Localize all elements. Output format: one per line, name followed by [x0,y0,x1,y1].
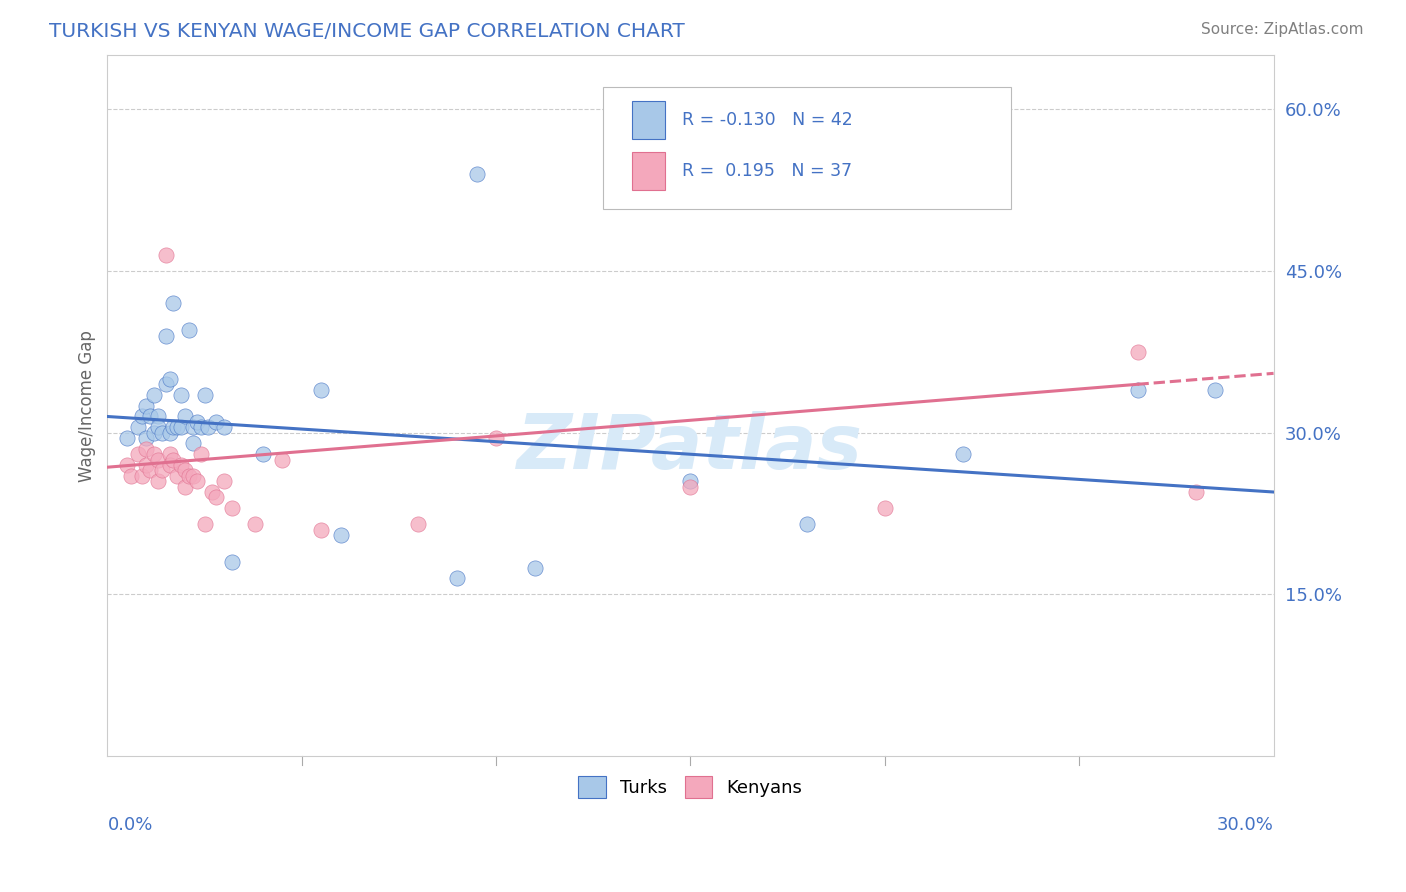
Legend: Turks, Kenyans: Turks, Kenyans [569,767,811,807]
Point [174,480,197,494]
Point [221,555,243,569]
Point [190,420,212,434]
Point [271,452,294,467]
Point [193,388,215,402]
Point [309,523,332,537]
Point [155,328,177,343]
Point [162,420,184,434]
Point [446,571,468,585]
Point [221,501,243,516]
Point [166,468,188,483]
Point [174,463,197,477]
Point [135,399,157,413]
Point [190,447,212,461]
Point [155,377,177,392]
Point [135,431,157,445]
Point [155,248,177,262]
Point [243,517,266,532]
Point [177,323,200,337]
FancyBboxPatch shape [603,87,1011,210]
Point [115,458,138,472]
Point [181,420,204,434]
Point [162,296,184,310]
Point [162,452,184,467]
Point [212,474,235,488]
Point [197,420,219,434]
Point [146,474,169,488]
Point [170,388,193,402]
Point [143,447,166,461]
Text: ZIPatlas: ZIPatlas [517,411,863,484]
Point [139,409,162,424]
Point [127,420,149,434]
Point [186,415,208,429]
Text: R = -0.130   N = 42: R = -0.130 N = 42 [682,111,853,128]
Point [252,447,274,461]
Point [205,415,228,429]
Point [1204,383,1226,397]
Point [465,167,488,181]
Point [135,442,157,456]
Point [146,420,169,434]
Point [146,452,169,467]
Point [309,383,332,397]
Point [127,447,149,461]
Point [679,480,702,494]
FancyBboxPatch shape [633,152,665,191]
Point [1185,485,1208,500]
FancyBboxPatch shape [633,101,665,139]
Point [212,420,235,434]
Point [131,468,153,483]
Point [174,409,197,424]
Point [159,425,181,440]
Point [873,501,896,516]
Point [679,474,702,488]
Point [143,425,166,440]
Point [150,425,173,440]
Point [796,517,818,532]
Text: TURKISH VS KENYAN WAGE/INCOME GAP CORRELATION CHART: TURKISH VS KENYAN WAGE/INCOME GAP CORREL… [49,22,685,41]
Point [170,458,193,472]
Point [1126,344,1149,359]
Point [186,474,208,488]
Point [150,463,173,477]
Point [170,420,193,434]
Text: 0.0%: 0.0% [107,815,153,834]
Point [1126,383,1149,397]
Point [159,458,181,472]
Point [952,447,974,461]
Point [181,436,204,450]
Point [193,517,215,532]
Y-axis label: Wage/Income Gap: Wage/Income Gap [79,330,96,482]
Point [135,458,157,472]
Point [131,409,153,424]
Point [329,528,352,542]
Point [159,447,181,461]
Point [139,463,162,477]
Point [146,409,169,424]
Point [201,485,224,500]
Text: 30.0%: 30.0% [1216,815,1274,834]
Point [485,431,508,445]
Point [166,420,188,434]
Point [115,431,138,445]
Text: Source: ZipAtlas.com: Source: ZipAtlas.com [1201,22,1364,37]
Point [205,491,228,505]
Point [408,517,430,532]
Point [177,468,200,483]
Point [120,468,142,483]
Point [143,388,166,402]
Point [159,372,181,386]
Point [181,468,204,483]
Point [523,560,546,574]
Text: R =  0.195   N = 37: R = 0.195 N = 37 [682,161,852,180]
